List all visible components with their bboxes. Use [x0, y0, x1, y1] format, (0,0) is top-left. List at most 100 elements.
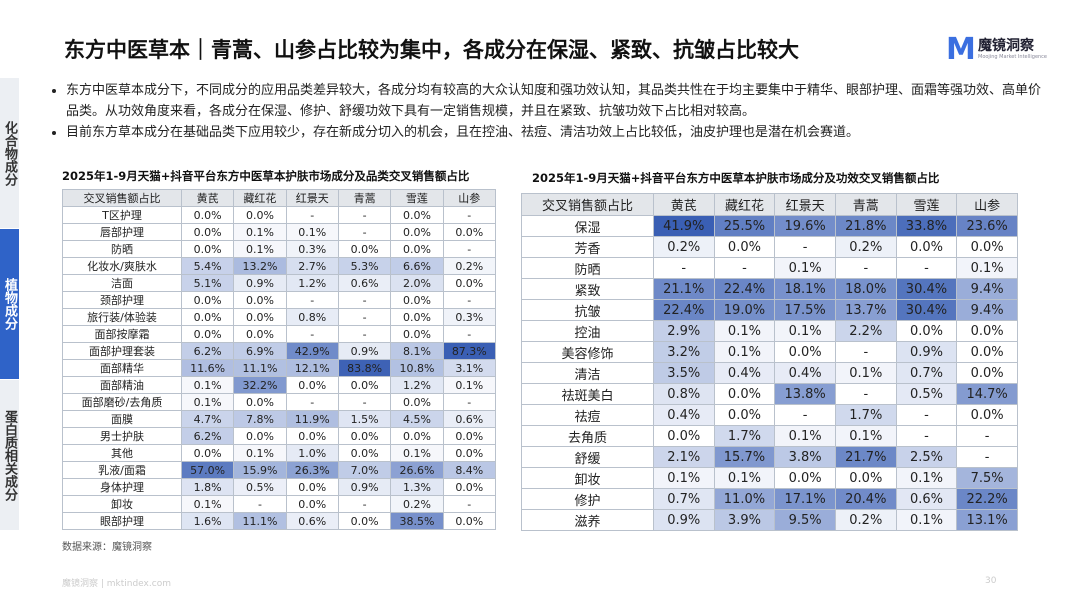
- cell: 0.1%: [285, 223, 339, 241]
- cell: 0.1%: [834, 362, 897, 384]
- row-label: 眼部护理: [62, 512, 182, 530]
- cell: 26.6%: [390, 461, 444, 479]
- header-row: 交叉销售额占比 黄芪 藏红花 红景天 青蒿 雪莲 山参: [521, 193, 1018, 216]
- cell: 4.7%: [180, 410, 235, 428]
- row-label: 滋养: [521, 509, 654, 531]
- cell: 0.0%: [285, 495, 339, 513]
- row-label: 修护: [521, 488, 654, 510]
- cell: -: [285, 393, 339, 411]
- cell: 0.0%: [180, 206, 235, 224]
- cell: 3.9%: [713, 509, 776, 531]
- cell: 0.0%: [442, 512, 497, 530]
- cell: 0.0%: [180, 223, 235, 241]
- cell: 0.1%: [233, 240, 287, 258]
- cell: 30.4%: [895, 299, 958, 321]
- cell: 0.0%: [774, 341, 836, 363]
- row: 防晒 - -0.1% - -0.1%: [521, 257, 1018, 279]
- row-label: 紧致: [521, 278, 654, 300]
- cell: 0.0%: [233, 325, 287, 343]
- cell: -: [713, 257, 776, 279]
- cell: 87.3%: [442, 342, 497, 360]
- cell: 22.4%: [713, 278, 776, 300]
- cell: 0.9%: [337, 342, 392, 360]
- cell: 0.0%: [895, 320, 958, 342]
- row-label: 唇部护理: [62, 223, 182, 241]
- side-tab[interactable]: 化合物成分: [0, 78, 19, 229]
- cell: 0.0%: [285, 478, 339, 496]
- cell: 25.5%: [713, 215, 776, 237]
- row-label: 防晒: [521, 257, 654, 279]
- cell: 5.1%: [180, 274, 235, 292]
- cell: 0.0%: [233, 308, 287, 326]
- row-label: 面部精华: [62, 359, 182, 377]
- cell: -: [337, 206, 392, 224]
- cell: 13.1%: [956, 509, 1018, 531]
- row-label: 身体护理: [62, 478, 182, 496]
- cell: 0.2%: [834, 509, 897, 531]
- cell: 0.0%: [956, 236, 1018, 258]
- footer: 魔镜洞察 | mktindex.com: [62, 579, 171, 589]
- cell: 0.0%: [442, 444, 497, 462]
- cell: -: [834, 383, 897, 405]
- cell: -: [442, 206, 497, 224]
- cell: 0.1%: [895, 467, 958, 489]
- row: 唇部护理 0.0% 0.1% 0.1% -0.0% 0.0%: [62, 223, 497, 241]
- cell: 0.1%: [442, 376, 497, 394]
- cell: 0.6%: [285, 512, 339, 530]
- cell: 13.7%: [834, 299, 897, 321]
- bullet: 目前东方草本成分在基础品类下应用较少，存在新成分切入的机会，且在控油、祛痘、清洁…: [66, 122, 1046, 143]
- header-cell: 藏红花: [233, 189, 287, 207]
- title: 东方中医草本｜青蒿、山参占比较为集中，各成分在保湿、紧致、抗皱占比较大: [64, 38, 799, 62]
- header-cell: 黄芪: [652, 193, 715, 216]
- cell: 11.9%: [285, 410, 339, 428]
- cell: 0.0%: [233, 291, 287, 309]
- page-number: 30: [985, 576, 997, 586]
- cell: 0.0%: [337, 444, 392, 462]
- cell: 0.0%: [956, 404, 1018, 426]
- cell: 0.1%: [774, 320, 836, 342]
- row: 美容修饰 3.2% 0.1% 0.0% -0.9% 0.0%: [521, 341, 1018, 363]
- cell: -: [337, 393, 392, 411]
- row: 祛斑美白 0.8% 0.0% 13.8% -0.5% 14.7%: [521, 383, 1018, 405]
- cell: 11.1%: [233, 512, 287, 530]
- cell: 2.7%: [285, 257, 339, 275]
- cell: 3.5%: [652, 362, 715, 384]
- cell: 2.1%: [652, 446, 715, 468]
- logo: M 魔镜洞察 Moojing Market Intelligence: [946, 32, 1048, 67]
- source: 数据来源：魔镜洞察: [62, 542, 152, 553]
- row-label: 洁面: [62, 274, 182, 292]
- cell: 11.1%: [233, 359, 287, 377]
- cell: -: [774, 404, 836, 426]
- row: 抗皱 22.4% 19.0% 17.5% 13.7% 30.4% 9.4%: [521, 299, 1018, 321]
- row-label: 清洁: [521, 362, 654, 384]
- row: 面部按摩霜 0.0% 0.0% - -0.0% -: [62, 325, 497, 343]
- cell: -: [285, 206, 339, 224]
- cell: 6.6%: [390, 257, 444, 275]
- row-label: 面部按摩霜: [62, 325, 182, 343]
- side-tab[interactable]: 蛋白质相关成分: [0, 380, 19, 531]
- cell: 1.3%: [390, 478, 444, 496]
- cell: 9.5%: [774, 509, 836, 531]
- cell: 0.1%: [713, 341, 776, 363]
- cell: 42.9%: [285, 342, 339, 360]
- cell: 21.8%: [834, 215, 897, 237]
- cell: 5.3%: [337, 257, 392, 275]
- cell: 12.1%: [285, 359, 339, 377]
- cell: 0.2%: [652, 236, 715, 258]
- cell: 1.6%: [180, 512, 235, 530]
- header-cell: 山参: [956, 193, 1018, 216]
- header-cell: 红景天: [285, 189, 339, 207]
- cell: 83.8%: [337, 359, 392, 377]
- cell: 9.4%: [956, 278, 1018, 300]
- cell: 30.4%: [895, 278, 958, 300]
- cell: 0.0%: [834, 467, 897, 489]
- row-label: 控油: [521, 320, 654, 342]
- cell: 19.0%: [713, 299, 776, 321]
- side-tab[interactable]: 植物成分: [0, 229, 19, 380]
- cell: 0.0%: [390, 240, 444, 258]
- cell: 0.7%: [652, 488, 715, 510]
- row: 保湿 41.9% 25.5% 19.6% 21.8% 33.8% 23.6%: [521, 215, 1018, 237]
- cell: 2.0%: [390, 274, 444, 292]
- cell: 0.1%: [774, 425, 836, 447]
- cell: 0.1%: [834, 425, 897, 447]
